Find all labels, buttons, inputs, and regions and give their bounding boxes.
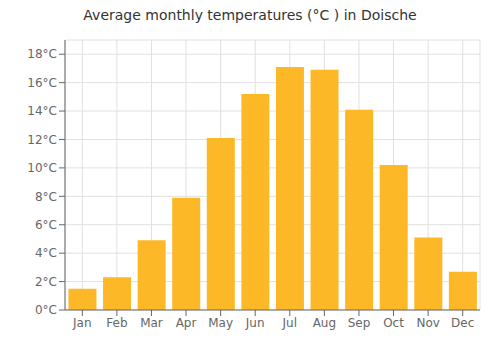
svg-text:Apr: Apr — [176, 316, 197, 330]
svg-text:2°C: 2°C — [35, 275, 57, 289]
svg-text:Jul: Jul — [282, 316, 297, 330]
svg-text:Feb: Feb — [106, 316, 127, 330]
svg-text:Mar: Mar — [140, 316, 163, 330]
svg-text:Oct: Oct — [383, 316, 404, 330]
svg-text:Jan: Jan — [72, 316, 92, 330]
svg-text:14°C: 14°C — [27, 104, 57, 118]
svg-text:16°C: 16°C — [27, 76, 57, 90]
svg-text:Dec: Dec — [451, 316, 474, 330]
html-text:Average monthly temperatures (: Average monthly temperatures (°C ) in Do… — [83, 7, 417, 23]
svg-text:Aug: Aug — [313, 316, 336, 330]
svg-text:0°C: 0°C — [35, 303, 57, 317]
svg-text:6°C: 6°C — [35, 218, 57, 232]
svg-text:May: May — [208, 316, 233, 330]
svg-text:Sep: Sep — [348, 316, 371, 330]
svg-text:Jun: Jun — [245, 316, 265, 330]
svg-text:4°C: 4°C — [35, 246, 57, 260]
svg-text:Nov: Nov — [416, 316, 439, 330]
svg-text:18°C: 18°C — [27, 47, 57, 61]
svg-text:8°C: 8°C — [35, 190, 57, 204]
svg-text:10°C: 10°C — [27, 161, 57, 175]
svg-text:12°C: 12°C — [27, 133, 57, 147]
